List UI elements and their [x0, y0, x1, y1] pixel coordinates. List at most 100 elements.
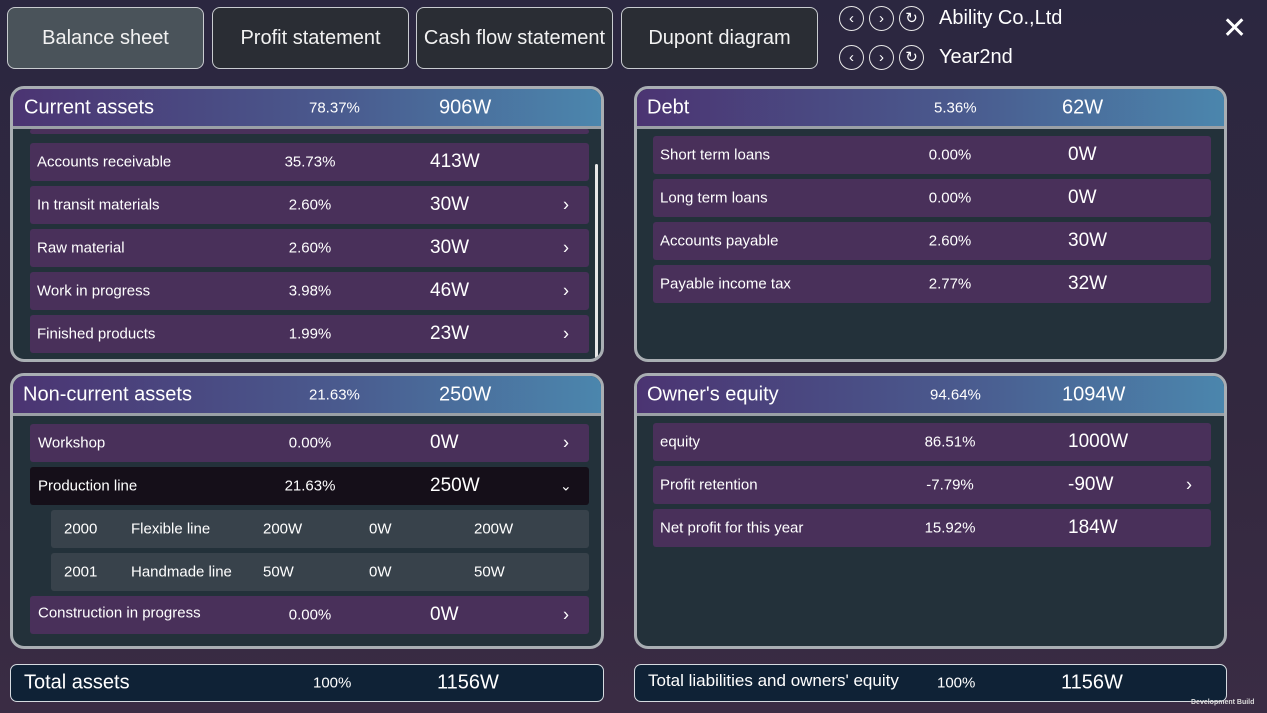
year-next-icon[interactable]: › [869, 45, 894, 70]
total-pct: 100% [313, 674, 352, 692]
scrollbar[interactable] [595, 164, 598, 359]
list-item[interactable]: Payable income tax 2.77% 32W [653, 265, 1211, 303]
equity-panel: Owner's equity 94.64% 1094W equity 86.51… [634, 373, 1227, 649]
debt-header: Debt 5.36% 62W [637, 89, 1224, 129]
total-value: 1156W [1061, 671, 1123, 694]
panel-pct: 5.36% [934, 99, 977, 116]
list-item[interactable]: Work in progress 3.98% 46W › [30, 272, 589, 310]
row-value: 23W [430, 323, 470, 344]
year-prev-icon[interactable]: ‹ [839, 45, 864, 70]
company-prev-icon[interactable]: ‹ [839, 6, 864, 31]
row-pct: 86.51% [924, 433, 976, 451]
chevron-right-icon[interactable]: › [563, 194, 569, 215]
chevron-right-icon[interactable]: › [563, 237, 569, 258]
production-line-item[interactable]: 2001 Handmade line 50W 0W 50W [51, 553, 589, 591]
chevron-right-icon[interactable]: › [563, 280, 569, 301]
row-pct: 0.00% [288, 434, 332, 452]
construction-row[interactable]: Construction in progress 0.00% 0W › [30, 596, 589, 634]
list-item[interactable]: Accounts receivable 35.73% 413W [30, 143, 589, 181]
row-value: 30W [430, 237, 470, 258]
row-pct: 3.98% [288, 282, 332, 300]
panel-pct: 94.64% [930, 386, 981, 403]
row-value: 0W [430, 604, 459, 625]
production-line-row[interactable]: Production line 21.63% 250W ⌄ [30, 467, 589, 505]
panel-value: 62W [1062, 96, 1104, 118]
clipped-row [30, 129, 589, 134]
equity-header: Owner's equity 94.64% 1094W [637, 376, 1224, 416]
panel-pct: 78.37% [309, 99, 360, 116]
panel-title: Non-current assets [23, 383, 192, 405]
line-id: 2000 [64, 520, 98, 538]
tab-cash-flow-statement[interactable]: Cash flow statement [416, 7, 613, 69]
row-value: -90W [1068, 474, 1114, 495]
row-value: 46W [430, 280, 470, 301]
panel-pct: 21.63% [309, 386, 360, 403]
list-item[interactable]: In transit materials 2.60% 30W › [30, 186, 589, 224]
line-value-a: 200W [263, 520, 303, 538]
company-refresh-icon[interactable]: ↻ [899, 6, 924, 31]
list-item[interactable]: equity 86.51% 1000W [653, 423, 1211, 461]
row-label: Profit retention [660, 476, 758, 494]
noncurrent-assets-panel: Non-current assets 21.63% 250W Workshop … [10, 373, 604, 649]
list-item[interactable]: Profit retention -7.79% -90W › [653, 466, 1211, 504]
row-pct: 15.92% [924, 519, 976, 537]
row-pct: 35.73% [284, 153, 336, 171]
line-name: Handmade line [131, 563, 232, 581]
row-label: Production line [38, 477, 138, 495]
line-value-b: 0W [369, 520, 392, 538]
tab-dupont-diagram[interactable]: Dupont diagram [621, 7, 818, 69]
row-value: 184W [1068, 517, 1118, 538]
list-item[interactable]: Short term loans 0.00% 0W [653, 136, 1211, 174]
row-label: equity [660, 433, 701, 451]
list-item[interactable]: Finished products 1.99% 23W › [30, 315, 589, 353]
total-value: 1156W [437, 671, 499, 694]
line-name: Flexible line [131, 520, 211, 538]
row-value: 30W [1068, 230, 1108, 251]
row-label: Accounts payable [660, 232, 779, 250]
tab-profit-statement[interactable]: Profit statement [212, 7, 409, 69]
row-pct: 0.00% [288, 606, 332, 624]
total-assets-bar: Total assets 100% 1156W [10, 664, 604, 702]
row-value: 250W [430, 475, 480, 496]
debt-panel: Debt 5.36% 62W Short term loans 0.00% 0W… [634, 86, 1227, 362]
row-pct: 2.77% [928, 275, 972, 293]
row-label: Accounts receivable [37, 153, 172, 171]
total-label: Total assets [24, 671, 130, 694]
line-value-c: 200W [474, 520, 514, 538]
development-build-label: Development Build [1191, 699, 1255, 706]
workshop-row[interactable]: Workshop 0.00% 0W › [30, 424, 589, 462]
row-pct: 0.00% [928, 146, 972, 164]
total-label: Total liabilities and owners' equity [648, 671, 899, 691]
company-name: Ability Co.,Ltd [939, 7, 1063, 29]
production-line-item[interactable]: 2000 Flexible line 200W 0W 200W [51, 510, 589, 548]
panel-title: Debt [647, 96, 690, 118]
noncurrent-assets-header: Non-current assets 21.63% 250W [13, 376, 601, 416]
row-label: Payable income tax [660, 275, 791, 293]
row-value: 0W [1068, 144, 1097, 165]
list-item[interactable]: Net profit for this year 15.92% 184W [653, 509, 1211, 547]
row-value: 30W [430, 194, 470, 215]
list-item[interactable]: Accounts payable 2.60% 30W [653, 222, 1211, 260]
chevron-right-icon[interactable]: › [1186, 474, 1192, 495]
tab-balance-sheet[interactable]: Balance sheet [7, 7, 204, 69]
chevron-down-icon[interactable]: ⌄ [560, 477, 572, 494]
year-refresh-icon[interactable]: ↻ [899, 45, 924, 70]
chevron-right-icon[interactable]: › [563, 604, 569, 625]
panel-value: 906W [439, 96, 492, 118]
row-label: Construction in progress [38, 604, 201, 622]
chevron-right-icon[interactable]: › [563, 432, 569, 453]
company-next-icon[interactable]: › [869, 6, 894, 31]
chevron-right-icon[interactable]: › [563, 323, 569, 344]
list-item[interactable]: Raw material 2.60% 30W › [30, 229, 589, 267]
row-label: Finished products [37, 325, 156, 343]
row-value: 0W [430, 432, 459, 453]
panel-value: 250W [439, 383, 492, 405]
row-pct: 2.60% [928, 232, 972, 250]
row-label: Workshop [38, 434, 106, 452]
current-assets-header: Current assets 78.37% 906W [13, 89, 601, 129]
close-icon[interactable]: ✕ [1222, 12, 1248, 45]
row-label: Long term loans [660, 189, 768, 207]
total-liabilities-bar: Total liabilities and owners' equity 100… [634, 664, 1227, 702]
row-pct: 21.63% [284, 477, 336, 495]
list-item[interactable]: Long term loans 0.00% 0W [653, 179, 1211, 217]
